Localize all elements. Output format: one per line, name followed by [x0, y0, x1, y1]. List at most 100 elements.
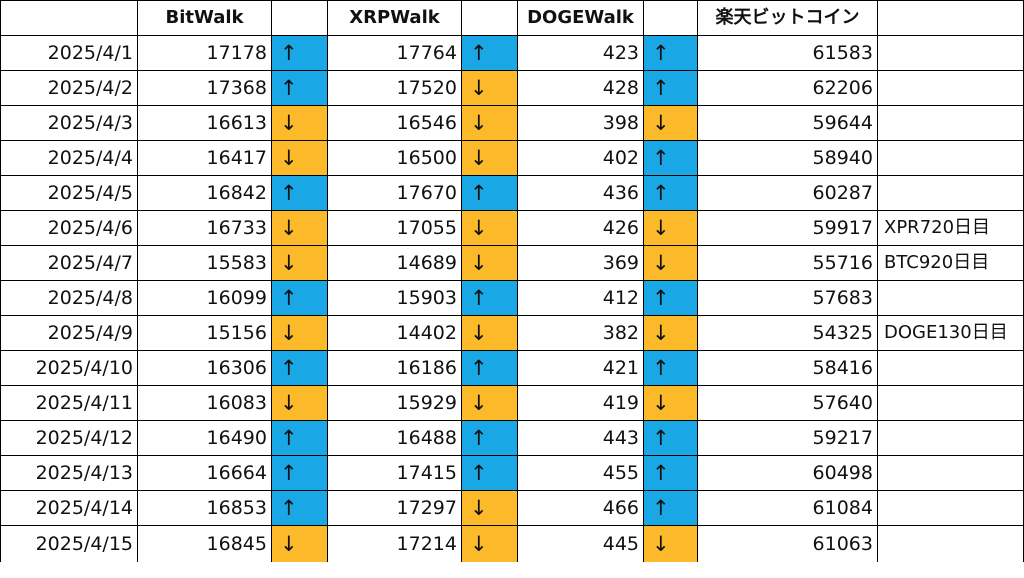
cell-date[interactable]: 2025/4/14: [0, 490, 138, 526]
cell-note[interactable]: [877, 490, 1024, 526]
cell-dogewalk[interactable]: 369: [517, 245, 644, 281]
cell-bitwalk-trend[interactable]: ↑: [271, 420, 328, 456]
cell-bitwalk-trend[interactable]: ↑: [271, 490, 328, 526]
cell-xrpwalk[interactable]: 15929: [327, 385, 462, 421]
cell-xrpwalk-trend[interactable]: ↑: [461, 35, 518, 71]
cell-dogewalk[interactable]: 382: [517, 315, 644, 351]
cell-bitwalk[interactable]: 16306: [137, 350, 272, 386]
cell-rakuten[interactable]: 55716: [697, 245, 878, 281]
cell-bitwalk-trend[interactable]: ↓: [271, 525, 328, 562]
cell-note[interactable]: [877, 140, 1024, 176]
cell-bitwalk-trend[interactable]: ↑: [271, 175, 328, 211]
cell-bitwalk[interactable]: 16099: [137, 280, 272, 316]
cell-dogewalk-trend[interactable]: ↑: [643, 280, 698, 316]
cell-date[interactable]: 2025/4/10: [0, 350, 138, 386]
cell-note[interactable]: [877, 420, 1024, 456]
cell-dogewalk[interactable]: 402: [517, 140, 644, 176]
cell-bitwalk[interactable]: 17368: [137, 70, 272, 106]
cell-dogewalk-trend[interactable]: ↑: [643, 490, 698, 526]
cell-xrpwalk-trend[interactable]: ↑: [461, 350, 518, 386]
cell-rakuten[interactable]: 61084: [697, 490, 878, 526]
cell-xrpwalk[interactable]: 17055: [327, 210, 462, 246]
cell-rakuten[interactable]: 54325: [697, 315, 878, 351]
header-xrpwalk-trend[interactable]: [461, 0, 518, 36]
cell-dogewalk-trend[interactable]: ↓: [643, 315, 698, 351]
cell-date[interactable]: 2025/4/5: [0, 175, 138, 211]
cell-bitwalk-trend[interactable]: ↑: [271, 455, 328, 491]
cell-note[interactable]: DOGE130日目: [877, 315, 1024, 351]
cell-xrpwalk[interactable]: 15903: [327, 280, 462, 316]
cell-dogewalk-trend[interactable]: ↓: [643, 385, 698, 421]
header-bitwalk-trend[interactable]: [271, 0, 328, 36]
cell-bitwalk[interactable]: 16417: [137, 140, 272, 176]
cell-bitwalk[interactable]: 15583: [137, 245, 272, 281]
cell-rakuten[interactable]: 61583: [697, 35, 878, 71]
cell-xrpwalk-trend[interactable]: ↓: [461, 385, 518, 421]
cell-note[interactable]: [877, 385, 1024, 421]
cell-date[interactable]: 2025/4/3: [0, 105, 138, 141]
cell-rakuten[interactable]: 57640: [697, 385, 878, 421]
cell-dogewalk-trend[interactable]: ↓: [643, 210, 698, 246]
cell-dogewalk-trend[interactable]: ↑: [643, 350, 698, 386]
cell-dogewalk[interactable]: 412: [517, 280, 644, 316]
cell-note[interactable]: [877, 70, 1024, 106]
header-bitwalk[interactable]: BitWalk: [137, 0, 272, 36]
cell-xrpwalk[interactable]: 17214: [327, 525, 462, 562]
cell-date[interactable]: 2025/4/7: [0, 245, 138, 281]
cell-xrpwalk-trend[interactable]: ↓: [461, 525, 518, 562]
cell-xrpwalk-trend[interactable]: ↓: [461, 210, 518, 246]
header-date[interactable]: [0, 0, 138, 36]
cell-dogewalk[interactable]: 419: [517, 385, 644, 421]
cell-xrpwalk-trend[interactable]: ↓: [461, 140, 518, 176]
cell-dogewalk-trend[interactable]: ↓: [643, 525, 698, 562]
cell-rakuten[interactable]: 61063: [697, 525, 878, 562]
cell-bitwalk[interactable]: 16664: [137, 455, 272, 491]
cell-xrpwalk-trend[interactable]: ↓: [461, 490, 518, 526]
cell-note[interactable]: XPR720日目: [877, 210, 1024, 246]
cell-date[interactable]: 2025/4/13: [0, 455, 138, 491]
cell-note[interactable]: [877, 105, 1024, 141]
cell-xrpwalk-trend[interactable]: ↓: [461, 105, 518, 141]
cell-bitwalk[interactable]: 16613: [137, 105, 272, 141]
cell-dogewalk[interactable]: 445: [517, 525, 644, 562]
cell-bitwalk[interactable]: 16853: [137, 490, 272, 526]
cell-xrpwalk[interactable]: 17297: [327, 490, 462, 526]
cell-bitwalk[interactable]: 16845: [137, 525, 272, 562]
cell-dogewalk-trend[interactable]: ↑: [643, 70, 698, 106]
cell-bitwalk-trend[interactable]: ↓: [271, 210, 328, 246]
header-rakuten[interactable]: 楽天ビットコイン: [697, 0, 878, 36]
cell-rakuten[interactable]: 60287: [697, 175, 878, 211]
cell-note[interactable]: [877, 455, 1024, 491]
cell-xrpwalk-trend[interactable]: ↑: [461, 280, 518, 316]
cell-xrpwalk[interactable]: 17520: [327, 70, 462, 106]
cell-date[interactable]: 2025/4/11: [0, 385, 138, 421]
cell-bitwalk[interactable]: 16733: [137, 210, 272, 246]
cell-dogewalk[interactable]: 455: [517, 455, 644, 491]
cell-note[interactable]: [877, 350, 1024, 386]
header-xrpwalk[interactable]: XRPWalk: [327, 0, 462, 36]
cell-dogewalk[interactable]: 421: [517, 350, 644, 386]
cell-dogewalk-trend[interactable]: ↑: [643, 455, 698, 491]
cell-note[interactable]: [877, 525, 1024, 562]
cell-xrpwalk[interactable]: 16488: [327, 420, 462, 456]
cell-xrpwalk[interactable]: 16186: [327, 350, 462, 386]
cell-bitwalk[interactable]: 15156: [137, 315, 272, 351]
cell-dogewalk[interactable]: 428: [517, 70, 644, 106]
cell-xrpwalk[interactable]: 17670: [327, 175, 462, 211]
cell-date[interactable]: 2025/4/12: [0, 420, 138, 456]
cell-bitwalk-trend[interactable]: ↑: [271, 35, 328, 71]
cell-dogewalk-trend[interactable]: ↓: [643, 105, 698, 141]
cell-note[interactable]: [877, 280, 1024, 316]
cell-dogewalk[interactable]: 436: [517, 175, 644, 211]
cell-note[interactable]: [877, 175, 1024, 211]
cell-xrpwalk-trend[interactable]: ↓: [461, 70, 518, 106]
cell-bitwalk[interactable]: 16842: [137, 175, 272, 211]
cell-rakuten[interactable]: 59644: [697, 105, 878, 141]
cell-date[interactable]: 2025/4/4: [0, 140, 138, 176]
cell-xrpwalk[interactable]: 17764: [327, 35, 462, 71]
cell-dogewalk[interactable]: 443: [517, 420, 644, 456]
cell-bitwalk-trend[interactable]: ↑: [271, 70, 328, 106]
cell-xrpwalk[interactable]: 16500: [327, 140, 462, 176]
cell-dogewalk-trend[interactable]: ↑: [643, 175, 698, 211]
cell-rakuten[interactable]: 57683: [697, 280, 878, 316]
